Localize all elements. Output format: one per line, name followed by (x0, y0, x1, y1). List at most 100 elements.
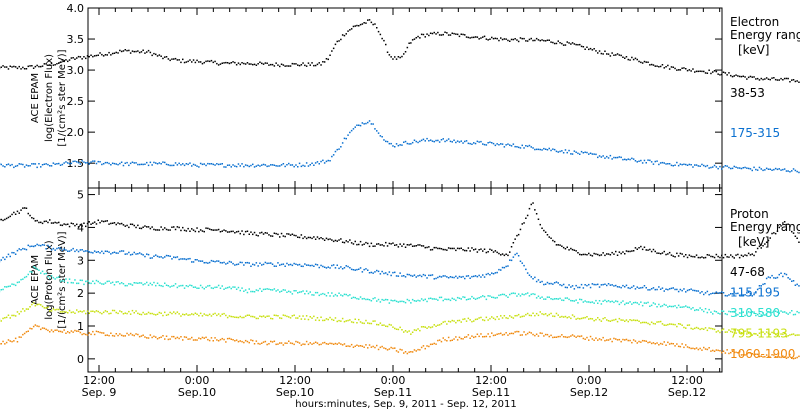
data-point (622, 284, 624, 287)
data-point (694, 348, 696, 350)
data-point (277, 262, 279, 264)
data-point (494, 297, 497, 299)
data-point (140, 282, 143, 284)
data-point (406, 273, 409, 276)
data-point (419, 274, 421, 277)
data-point (438, 324, 441, 326)
data-point (173, 226, 175, 228)
data-point (275, 232, 277, 235)
data-point (74, 312, 76, 314)
data-point (505, 295, 507, 297)
data-point (129, 254, 132, 256)
data-point (189, 230, 191, 232)
data-point (349, 345, 351, 348)
data-point (164, 282, 166, 284)
data-point (289, 263, 292, 266)
data-point (32, 302, 35, 304)
data-point (225, 230, 227, 232)
data-point (241, 62, 243, 64)
data-point (88, 163, 90, 165)
data-point (313, 342, 315, 345)
data-point (108, 334, 110, 337)
data-point (293, 234, 295, 237)
data-point (564, 336, 567, 338)
data-point (701, 309, 703, 311)
data-point (208, 60, 211, 63)
data-point (568, 42, 570, 44)
data-point (205, 227, 207, 229)
data-point (336, 40, 338, 43)
data-point (316, 291, 319, 294)
data-point (322, 238, 324, 240)
data-point (780, 356, 782, 359)
data-point (415, 37, 417, 39)
data-point (110, 253, 112, 255)
data-point (252, 63, 254, 66)
data-point (577, 152, 579, 155)
data-point (462, 275, 464, 278)
data-point (685, 344, 687, 346)
data-point (530, 314, 532, 317)
data-point (300, 64, 303, 66)
data-point (279, 165, 281, 167)
data-point (54, 64, 56, 66)
data-point (189, 59, 191, 61)
data-point (636, 58, 638, 61)
data-point (674, 256, 676, 258)
data-point (286, 291, 288, 293)
x-tick-date-4: Sep.11 (472, 386, 510, 399)
data-point (546, 149, 549, 151)
data-point (146, 253, 148, 255)
data-point (394, 271, 396, 274)
data-point (45, 220, 47, 222)
data-point (255, 64, 258, 66)
data-point (119, 310, 121, 312)
data-point (789, 311, 791, 314)
data-point (270, 262, 272, 264)
data-point (228, 337, 231, 340)
data-point (467, 334, 470, 336)
data-point (311, 264, 313, 267)
data-point (90, 333, 92, 336)
data-point (742, 332, 744, 334)
data-point (600, 339, 603, 341)
data-point (489, 141, 491, 143)
data-point (162, 257, 164, 259)
data-point (95, 310, 98, 312)
data-point (659, 342, 662, 345)
data-point (523, 264, 525, 267)
data-point (365, 344, 367, 346)
data-point (688, 346, 691, 349)
data-point (140, 51, 143, 53)
data-point (248, 63, 250, 65)
data-point (95, 279, 98, 282)
data-point (643, 60, 646, 63)
data-point (447, 277, 450, 279)
data-point (226, 337, 229, 340)
data-point (300, 291, 303, 293)
data-point (230, 287, 232, 290)
data-point (191, 313, 193, 315)
data-point (465, 320, 468, 322)
data-point (523, 315, 525, 317)
data-point (259, 165, 261, 167)
data-point (214, 260, 216, 263)
data-point (268, 315, 270, 317)
data-point (722, 256, 725, 259)
data-point (325, 58, 328, 60)
data-point (579, 298, 581, 301)
data-point (577, 302, 579, 304)
data-point (68, 250, 71, 252)
data-point (573, 300, 576, 302)
data-point (65, 59, 67, 61)
data-point (426, 33, 428, 35)
data-point (352, 296, 355, 299)
data-point (753, 254, 755, 257)
data-point (676, 306, 678, 309)
data-point (138, 282, 141, 284)
data-point (566, 297, 568, 299)
data-point (81, 279, 83, 282)
data-point (350, 297, 353, 299)
data-point (270, 63, 272, 66)
data-point (485, 316, 488, 319)
